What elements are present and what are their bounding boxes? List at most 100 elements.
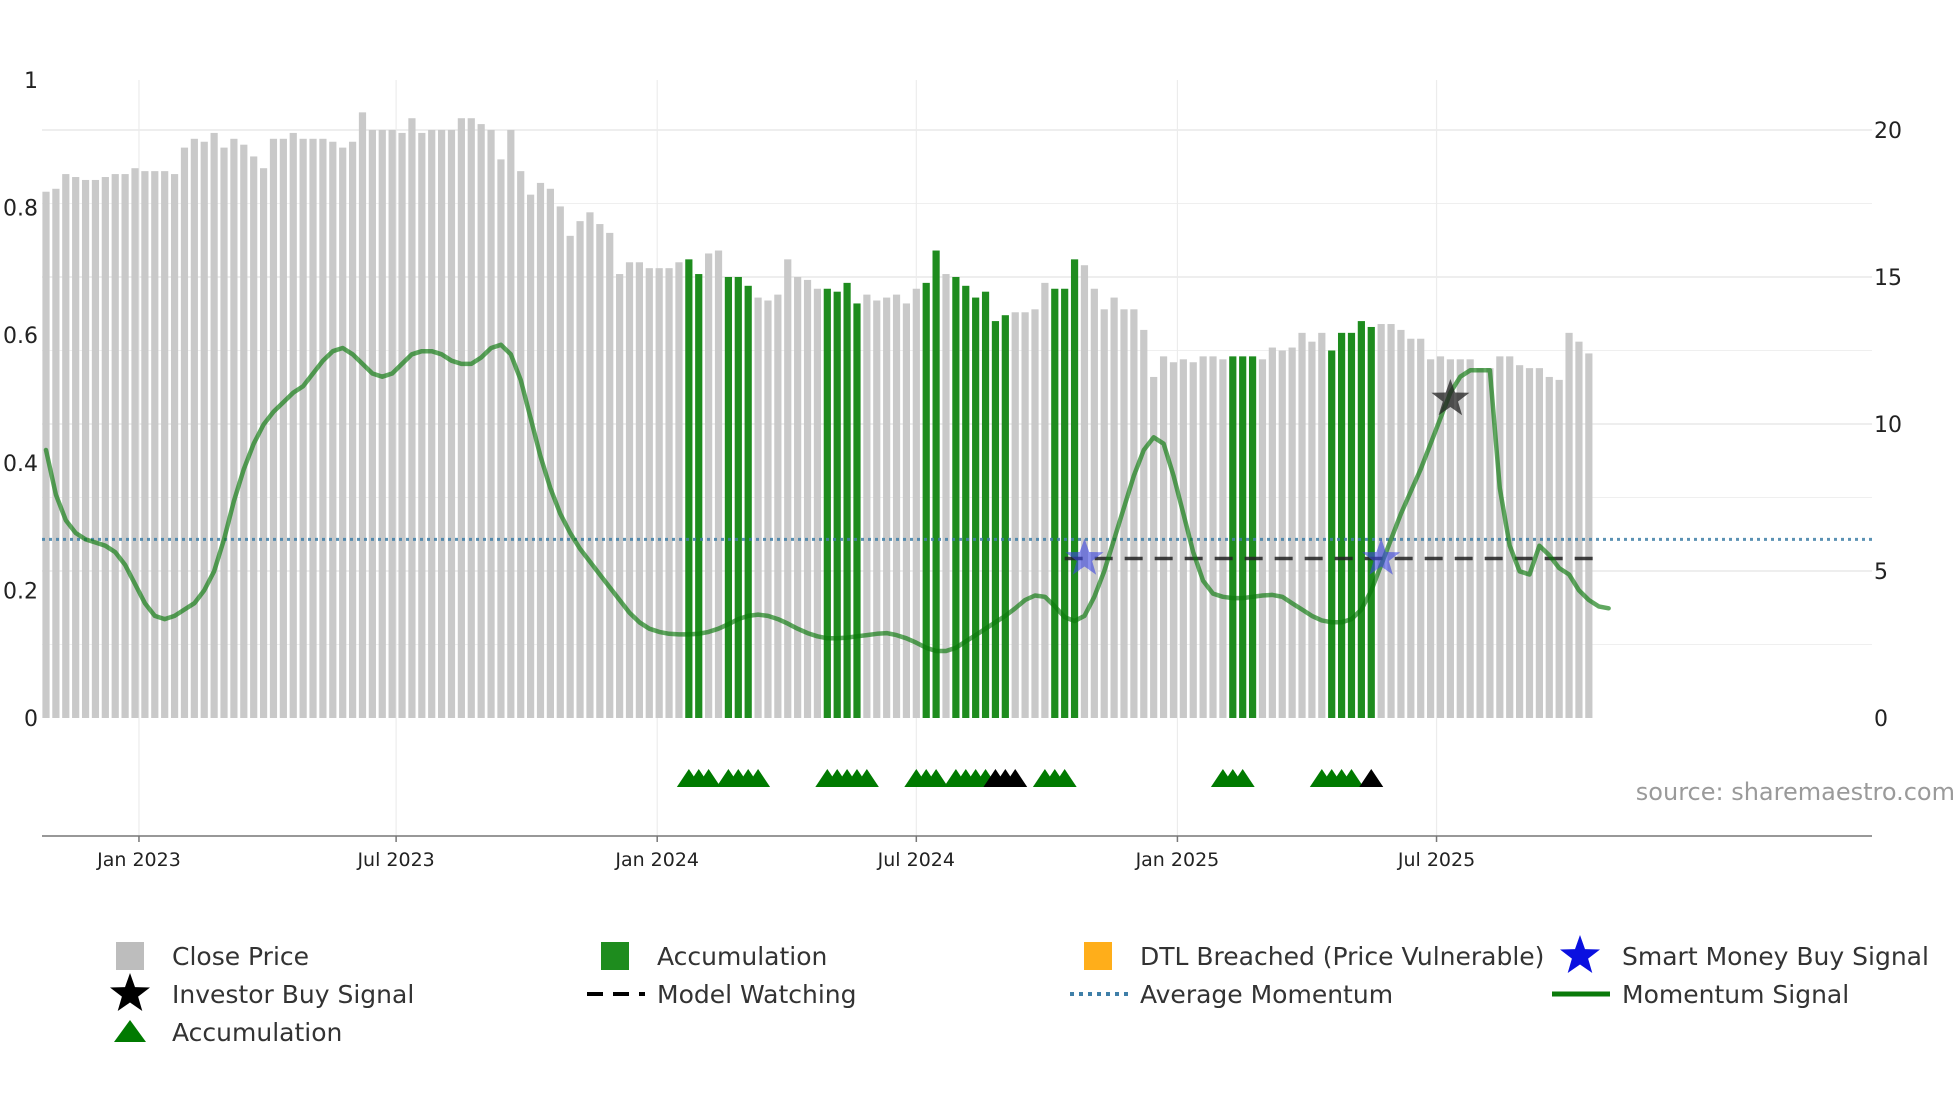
investor-triangle <box>1003 769 1028 787</box>
price-bar <box>1209 356 1217 718</box>
price-bar <box>1585 353 1593 718</box>
investor-buy-star <box>1431 379 1470 416</box>
accumulation-triangle <box>696 769 721 787</box>
price-bar <box>1011 312 1019 718</box>
orange-square-swatch <box>1084 942 1112 970</box>
price-bar <box>141 171 149 719</box>
price-bar <box>606 232 614 718</box>
right-tick-label: 10 <box>1874 413 1902 438</box>
accumulation-bar <box>981 291 990 718</box>
price-bar <box>714 250 723 719</box>
price-bar <box>892 294 901 718</box>
price-bar <box>52 188 60 718</box>
price-bar <box>1219 359 1227 718</box>
price-bar <box>566 235 574 718</box>
smart-money-buy-star <box>1362 538 1401 575</box>
right-tick-label: 15 <box>1874 266 1902 291</box>
price-bar <box>942 274 950 718</box>
price-bar <box>625 262 634 718</box>
price-bar <box>1159 356 1168 718</box>
price-bar <box>1140 329 1148 718</box>
legend-label: DTL Breached (Price Vulnerable) <box>1140 942 1544 971</box>
accumulation-bar <box>932 250 940 719</box>
price-bar <box>210 132 218 719</box>
price-bar <box>467 118 475 719</box>
price-bar <box>428 129 436 718</box>
legend-label: Momentum Signal <box>1622 980 1849 1009</box>
price-bar <box>378 129 386 718</box>
legend-label: Model Watching <box>657 980 857 1009</box>
price-bar <box>517 171 525 719</box>
momentum-signal-line <box>43 342 1611 654</box>
accumulation-bar <box>1051 288 1059 718</box>
price-bar <box>1268 347 1276 718</box>
accumulation-bar <box>1347 332 1356 718</box>
x-tick-label: Jul 2023 <box>356 849 434 871</box>
price-bar <box>655 268 663 718</box>
price-bar <box>289 132 297 719</box>
legend-item: Close Price <box>116 942 309 971</box>
left-tick-label: 0.6 <box>3 324 38 349</box>
accumulation-bar <box>1070 259 1079 718</box>
price-bar <box>1298 332 1306 718</box>
price-bar <box>1169 362 1178 718</box>
price-bar <box>250 156 258 719</box>
accumulation-triangle <box>854 769 879 787</box>
legend: Close Price Investor Buy Signal Accumulati… <box>110 935 1929 1047</box>
price-bar <box>408 118 416 719</box>
investor-triangle <box>1359 769 1384 787</box>
price-bar <box>91 179 100 718</box>
x-tick-label: Jan 2024 <box>614 849 699 871</box>
price-bar <box>259 168 268 718</box>
price-bar <box>358 112 367 719</box>
price-bar <box>1041 282 1049 718</box>
accumulation-bar <box>695 274 703 718</box>
price-bar <box>1535 368 1543 718</box>
price-bar <box>873 300 881 718</box>
price-bar <box>912 288 920 718</box>
price-bar <box>111 174 119 718</box>
accumulation-bar <box>833 291 841 718</box>
x-tick-label: Jan 2025 <box>1135 849 1220 871</box>
accumulation-triangle <box>1052 769 1077 787</box>
legend-item: Smart Money Buy Signal <box>1560 935 1929 973</box>
legend-label: Smart Money Buy Signal <box>1622 942 1929 971</box>
price-bar <box>665 268 673 718</box>
left-tick-label: 0.4 <box>3 452 38 477</box>
accumulation-bar <box>1248 356 1257 718</box>
price-bar <box>635 262 643 718</box>
price-bar <box>507 129 515 718</box>
price-bar <box>705 253 713 718</box>
price-bar <box>1496 356 1504 718</box>
left-tick-label: 0.8 <box>3 197 38 222</box>
accumulation-bar <box>972 297 980 718</box>
price-bar <box>1436 356 1445 718</box>
accumulation-bar <box>1061 288 1069 718</box>
price-bar <box>398 132 406 719</box>
price-bar <box>72 177 80 718</box>
price-bar <box>1565 332 1573 718</box>
left-tick-label: 0.2 <box>3 579 38 604</box>
price-bar <box>586 212 594 719</box>
price-bar <box>309 138 317 718</box>
price-bar <box>220 147 228 718</box>
accumulation-triangle <box>924 769 949 787</box>
price-bar <box>388 129 396 718</box>
source-label: source: sharemaestro.com <box>1636 778 1955 806</box>
price-bar <box>556 206 564 719</box>
price-bar <box>645 268 653 718</box>
price-bar <box>1308 341 1316 718</box>
price-bar <box>1150 376 1158 718</box>
price-bar <box>1199 356 1207 718</box>
accumulation-bar <box>1229 356 1237 718</box>
price-bar <box>1288 347 1296 718</box>
price-bar <box>883 297 891 718</box>
right-tick-label: 20 <box>1874 119 1902 144</box>
price-bar <box>151 171 159 719</box>
legend-label: Investor Buy Signal <box>172 980 414 1009</box>
legend-item: Accumulation <box>601 942 827 971</box>
accumulation-bar <box>952 276 960 718</box>
price-bar <box>497 159 505 718</box>
price-bar <box>1189 362 1197 718</box>
